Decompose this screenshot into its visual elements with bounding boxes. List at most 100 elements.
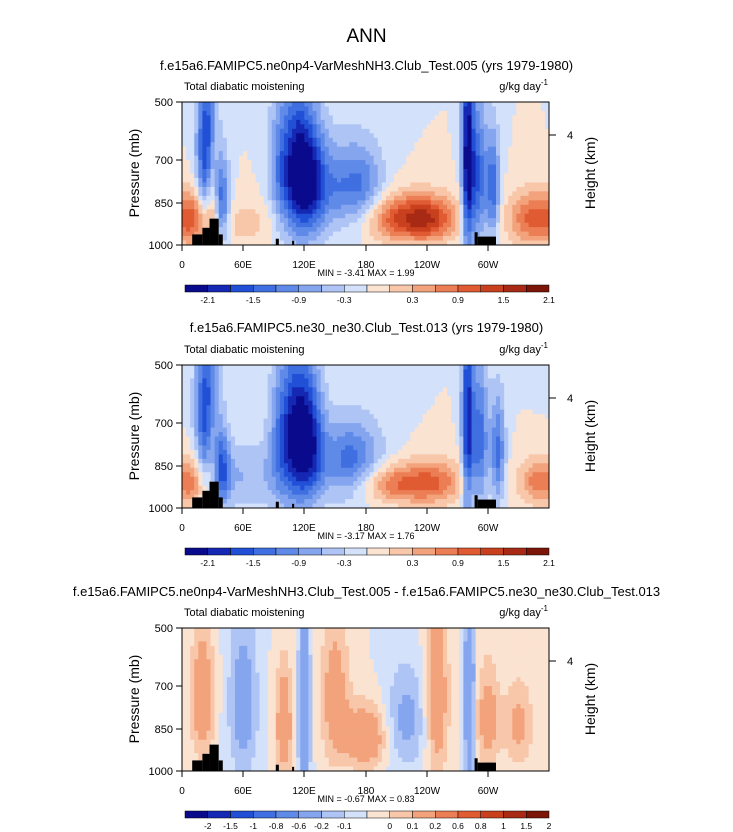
field-cell [544,454,550,460]
field-cell [385,445,391,451]
field-cell [186,463,191,469]
field-cell [422,454,428,460]
field-cell [190,182,195,188]
field-cell [296,414,301,420]
field-cell [263,155,269,161]
field-cell [504,209,509,215]
field-cell [430,213,436,219]
field-cell [308,440,313,446]
field-cell [394,423,399,428]
field-cell [532,173,538,179]
panel-1-units: g/kg day-1 [499,78,548,93]
field-cell [528,213,534,219]
field-cell [520,218,525,224]
field-cell [430,119,436,125]
field-cell [389,440,395,446]
field-cell [447,213,452,219]
field-cell [520,209,525,215]
field-cell [247,236,252,241]
field-cell [292,222,297,228]
field-cell [426,110,432,116]
field-cell [263,115,269,121]
field-cell [430,177,436,183]
field-cell [438,213,444,219]
field-cell [406,204,411,210]
field-cell [434,409,440,415]
field-cell [279,382,285,388]
field-cell [288,396,293,402]
field-cell [361,119,366,125]
field-cell [418,436,423,442]
field-cell [202,458,207,464]
field-cell [308,396,313,402]
field-cell [495,186,501,192]
field-cell [328,218,334,224]
field-cell [328,115,334,121]
field-cell [316,391,322,397]
field-cell [528,236,534,241]
field-cell [406,151,411,157]
field-cell [389,418,395,424]
field-cell [508,128,513,134]
field-cell [341,169,346,174]
field-cell [495,458,501,464]
field-cell [455,436,460,442]
field-cell [447,191,452,197]
field-cell [275,155,281,161]
field-cell [320,209,326,215]
field-cell [332,463,338,469]
field-cell [438,182,444,188]
field-cell [332,418,338,424]
field-cell [451,396,456,402]
field-cell [271,222,277,228]
field-cell [406,191,411,197]
field-cell [182,124,187,130]
field-cell [389,169,395,174]
field-cell [247,418,252,424]
field-cell [455,218,460,224]
field-cell [532,213,538,219]
field-cell [438,195,444,201]
field-cell [357,133,362,139]
field-cell [275,400,281,406]
field-cell [222,124,228,130]
field-cell [271,454,277,460]
field-cell [324,119,330,125]
field-cell [255,164,260,170]
field-cell [320,137,326,143]
field-cell [402,373,407,379]
field-cell [394,391,399,397]
field-cell [243,119,248,125]
field-cell [495,396,501,402]
field-cell [394,373,399,379]
field-cell [381,391,387,397]
field-cell [308,378,313,384]
field-cell [389,137,395,143]
field-cell [471,160,476,165]
field-cell [398,463,403,469]
field-cell [271,191,277,197]
field-cell [300,213,305,219]
field-cell [341,218,346,224]
field-cell [540,405,546,411]
field-cell [394,463,399,469]
field-cell [345,378,350,384]
field-cell [365,436,370,442]
field-cell [373,200,379,206]
field-cell [508,191,513,197]
field-cell [394,458,399,464]
field-cell [377,106,383,112]
field-cell [418,142,423,148]
field-cell [495,378,501,384]
field-cell [532,124,538,130]
field-cell [406,133,411,139]
field-cell [418,463,423,469]
field-cell [186,369,191,375]
field-cell [422,200,428,206]
field-cell [418,169,423,174]
field-cell [536,409,542,415]
field-cell [235,423,240,428]
field-cell [247,231,252,237]
field-cell [304,427,309,433]
field-cell [516,396,521,402]
